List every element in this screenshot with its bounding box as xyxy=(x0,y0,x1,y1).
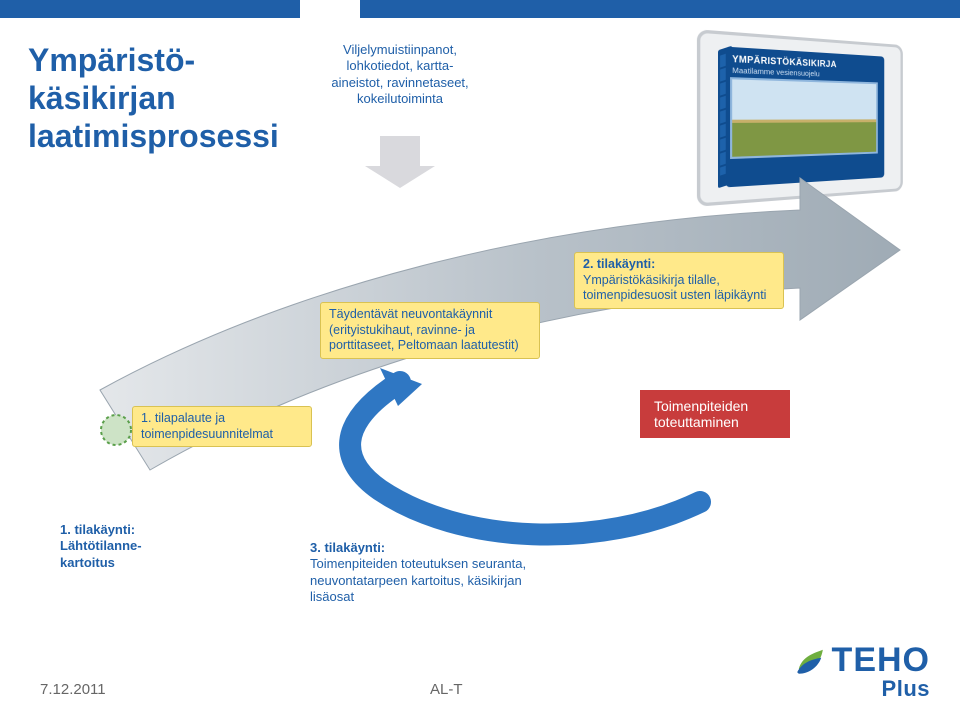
label-supplementary: Täydentävät neuvontakäynnit (erityistuki… xyxy=(320,302,540,359)
top-accent-bar xyxy=(0,0,960,18)
label-visit3-text: Toimenpiteiden toteutuksen seuranta, neu… xyxy=(310,556,526,604)
label-step2: 2. tilakäynti: Ympäristökäsikirja tilall… xyxy=(574,252,784,309)
brand-logo: TEHO Plus xyxy=(750,641,930,702)
start-marker-circle xyxy=(101,415,131,445)
label-visit3: 3. tilakäynti: Toimenpiteiden toteutukse… xyxy=(310,540,560,605)
label-visit3-title: 3. tilakäynti: xyxy=(310,540,385,555)
footer-author: AL-T xyxy=(430,681,463,698)
inputs-line: aineistot, ravinnetaseet, xyxy=(331,75,468,90)
inputs-line: lohkotiedot, kartta- xyxy=(347,58,454,73)
inputs-line: kokeilutoiminta xyxy=(357,91,443,106)
binder-cover: YMPÄRISTÖKÄSIKIRJA Maatilamme vesiensuoj… xyxy=(726,47,885,188)
label-step1-text: toimenpidesuunnitelmat xyxy=(141,427,273,441)
inputs-line: Viljelymuistiinpanot, xyxy=(343,42,457,57)
top-accent-gap xyxy=(300,0,360,18)
label-visit1-title: 1. tilakäynti: xyxy=(60,522,135,537)
logo-text-main: TEHO xyxy=(832,641,930,680)
binder-cover-image xyxy=(730,77,878,159)
down-arrow-icon xyxy=(380,136,420,166)
title-line: laatimisprosessi xyxy=(28,118,279,154)
title-line: Ympäristö- xyxy=(28,42,195,78)
label-step1: 1. tilapalaute ja toimenpidesuunnitelmat xyxy=(132,406,312,447)
label-step2-title: 2. tilakäynti: xyxy=(583,257,655,271)
label-visit1-text: Lähtötilanne- kartoitus xyxy=(60,538,142,569)
label-step1-title: 1. tilapalaute ja xyxy=(141,411,225,425)
footer-date: 7.12.2011 xyxy=(40,681,106,698)
label-implementation-text: Toimenpiteiden toteuttaminen xyxy=(654,398,748,430)
label-step2-text: Ympäristökäsikirja tilalle, toimenpidesu… xyxy=(583,273,766,303)
process-arrow-diagram xyxy=(40,170,910,570)
page-title: Ympäristö- käsikirjan laatimisprosessi xyxy=(28,42,279,155)
title-line: käsikirjan xyxy=(28,80,176,116)
label-visit1: 1. tilakäynti: Lähtötilanne- kartoitus xyxy=(60,522,142,571)
inputs-summary: Viljelymuistiinpanot, lohkotiedot, kartt… xyxy=(305,42,495,107)
label-implementation: Toimenpiteiden toteuttaminen xyxy=(640,390,790,438)
label-supplementary-text: Täydentävät neuvontakäynnit (erityistuki… xyxy=(329,307,519,352)
leaf-icon xyxy=(794,645,826,677)
